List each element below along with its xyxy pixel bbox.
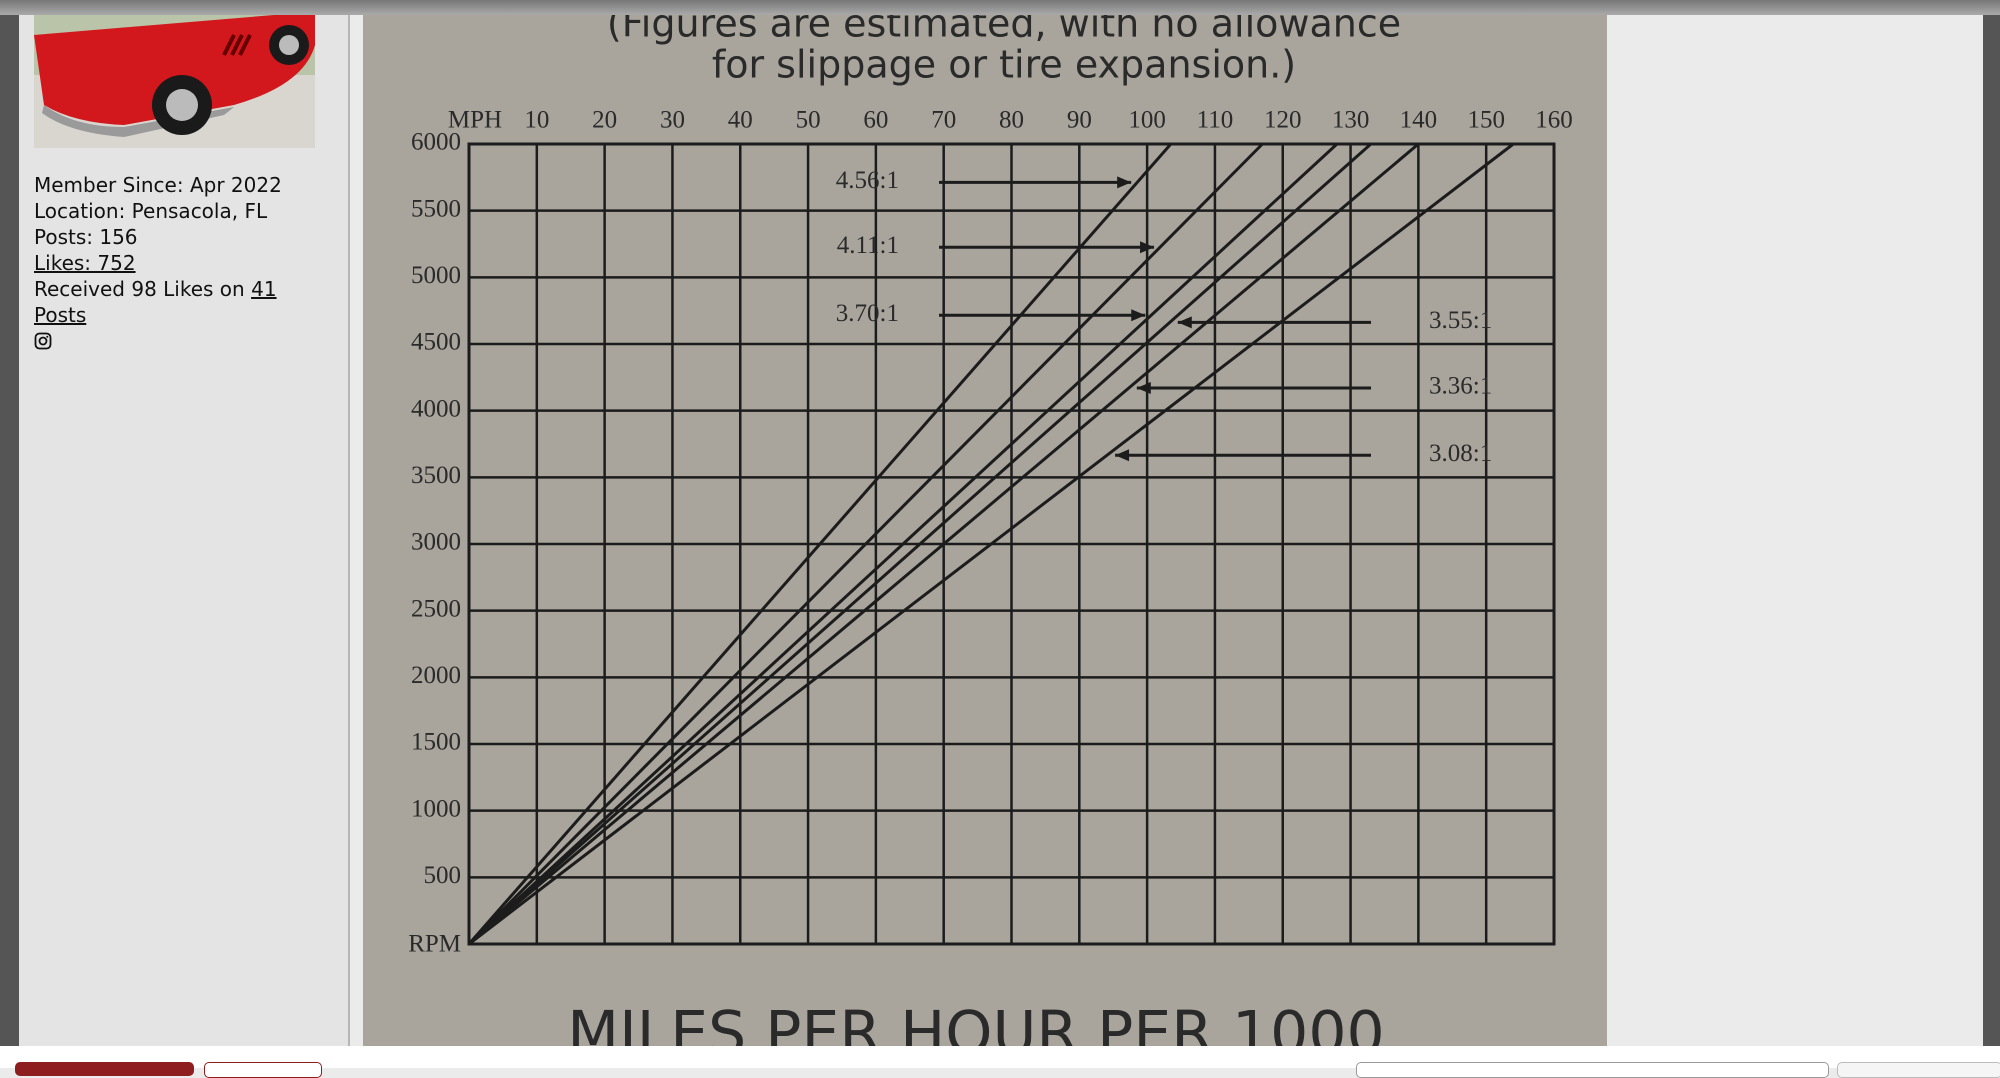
arrow-head xyxy=(1140,241,1155,254)
posts: Posts: 156 xyxy=(34,225,138,249)
x-tick-label: 20 xyxy=(592,107,617,134)
y-tick-label: 3000 xyxy=(411,529,461,556)
y-tick-label: 5000 xyxy=(411,262,461,289)
ratio-line xyxy=(468,142,1372,946)
location: Location: Pensacola, FL xyxy=(34,199,268,223)
arrow-head xyxy=(1136,382,1151,394)
y-tick-label: 5500 xyxy=(411,195,461,222)
sidebar xyxy=(19,15,350,1046)
legend-label: 3.36:1 xyxy=(1429,373,1492,400)
y-tick-label: 6000 xyxy=(411,129,461,156)
ratio-line xyxy=(467,142,1339,946)
ratio-line xyxy=(468,142,1420,946)
likes-link[interactable]: Likes: 752 xyxy=(34,251,136,275)
x-tick-label: 60 xyxy=(863,107,888,134)
y-tick-label: 4000 xyxy=(411,395,461,422)
x-tick-label: 80 xyxy=(999,107,1024,134)
x-tick-label: 50 xyxy=(796,107,821,134)
member-info: Member Since: Apr 2022 Location: Pensaco… xyxy=(34,172,324,356)
x-tick-label: 150 xyxy=(1467,107,1505,134)
x-tick-label: 30 xyxy=(660,107,685,134)
legend-label: 3.08:1 xyxy=(1429,440,1492,467)
chart-title-line: for slippage or tire expansion.) xyxy=(712,43,1296,87)
button[interactable] xyxy=(204,1062,322,1078)
y-tick-label: 1500 xyxy=(411,729,461,756)
x-axis-label: MILES PER HOUR PER 1000 xyxy=(567,999,1384,1046)
pagination[interactable] xyxy=(1356,1062,1829,1078)
top-bar xyxy=(0,0,2000,15)
y-tick-label: 2500 xyxy=(411,595,461,622)
x-tick-label: 70 xyxy=(931,107,956,134)
x-tick-label: 110 xyxy=(1197,107,1234,134)
x-tick-label: 140 xyxy=(1400,107,1438,134)
legend-label: 3.70:1 xyxy=(836,300,899,327)
chart-photo: (Figures are estimated, with no allowanc… xyxy=(363,15,1607,1046)
x-tick-label: 120 xyxy=(1264,107,1302,134)
x-tick-label: 160 xyxy=(1535,107,1573,134)
legend-label: 4.56:1 xyxy=(836,167,899,194)
x-tick-label: 10 xyxy=(524,107,549,134)
arrow-head xyxy=(1115,449,1130,462)
button[interactable] xyxy=(15,1062,194,1076)
x-tick-label: 100 xyxy=(1128,107,1166,134)
arrow-head xyxy=(1131,309,1146,322)
ratio-line xyxy=(467,143,1172,945)
legend-label: 4.11:1 xyxy=(837,232,899,259)
y-unit-label: RPM xyxy=(408,931,461,958)
y-tick-label: 2000 xyxy=(411,662,461,689)
y-tick-label: 3500 xyxy=(411,462,461,489)
ratio-line xyxy=(468,142,1515,946)
arrow-head xyxy=(1177,316,1192,329)
ratio-line xyxy=(467,142,1264,946)
arrow-head xyxy=(1117,176,1132,189)
button[interactable] xyxy=(1837,1062,2000,1078)
x-unit-label: MPH xyxy=(448,107,502,134)
y-tick-label: 1000 xyxy=(411,795,461,822)
y-tick-label: 500 xyxy=(424,862,462,889)
chart-title-line: (Figures are estimated, with no allowanc… xyxy=(607,15,1401,46)
x-tick-label: 130 xyxy=(1332,107,1370,134)
received-posts-link[interactable]: 41 Posts xyxy=(34,277,277,327)
right-edge xyxy=(1983,0,2000,1046)
avatar-image[interactable] xyxy=(34,15,315,148)
instagram-icon[interactable] xyxy=(34,332,52,350)
y-tick-label: 4500 xyxy=(411,329,461,356)
x-tick-label: 90 xyxy=(1067,107,1092,134)
member-since: Member Since: Apr 2022 xyxy=(34,173,282,197)
legend-label: 3.55:1 xyxy=(1429,307,1492,334)
received: Received 98 Likes on 41 Posts xyxy=(34,276,324,328)
received-text: Received 98 Likes on xyxy=(34,277,245,301)
x-tick-label: 40 xyxy=(728,107,753,134)
left-edge xyxy=(0,0,19,1046)
